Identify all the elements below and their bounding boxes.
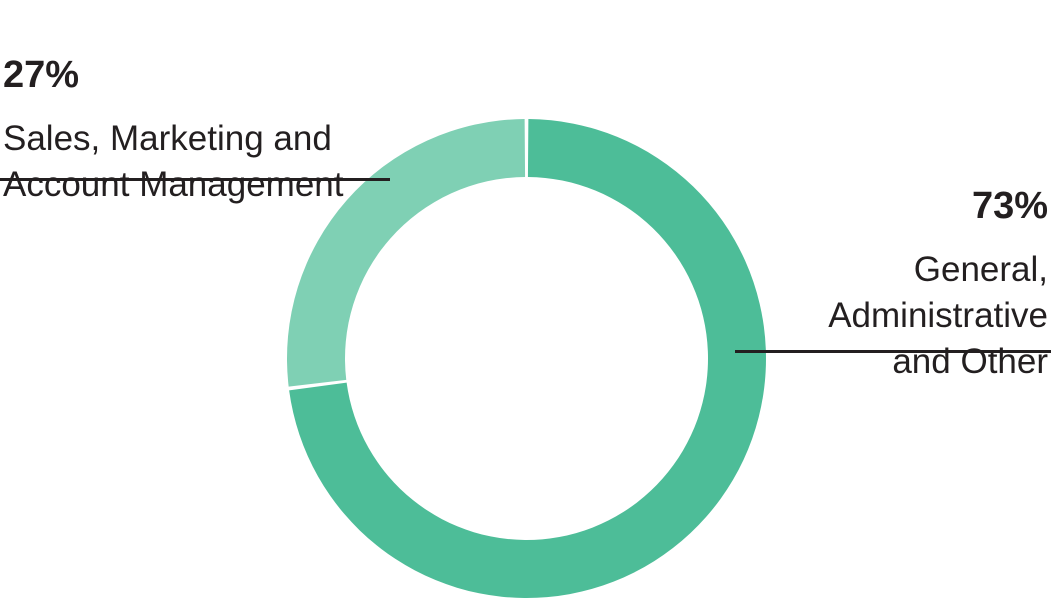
callout-general-administrative-other: 73% General, Administrative and Other — [828, 165, 1048, 403]
callout-right-percentage: 73% — [971, 185, 1048, 227]
leader-line-left — [0, 178, 390, 181]
callout-left-label: Sales, Marketing and Account Management — [3, 119, 344, 204]
callout-sales-marketing-account-management: 27% Sales, Marketing and Account Managem… — [3, 34, 343, 226]
callout-left-percentage: 27% — [3, 54, 80, 96]
leader-line-right — [735, 350, 1051, 353]
callout-right-label: General, Administrative and Other — [828, 250, 1048, 381]
donut-segment — [287, 119, 526, 387]
